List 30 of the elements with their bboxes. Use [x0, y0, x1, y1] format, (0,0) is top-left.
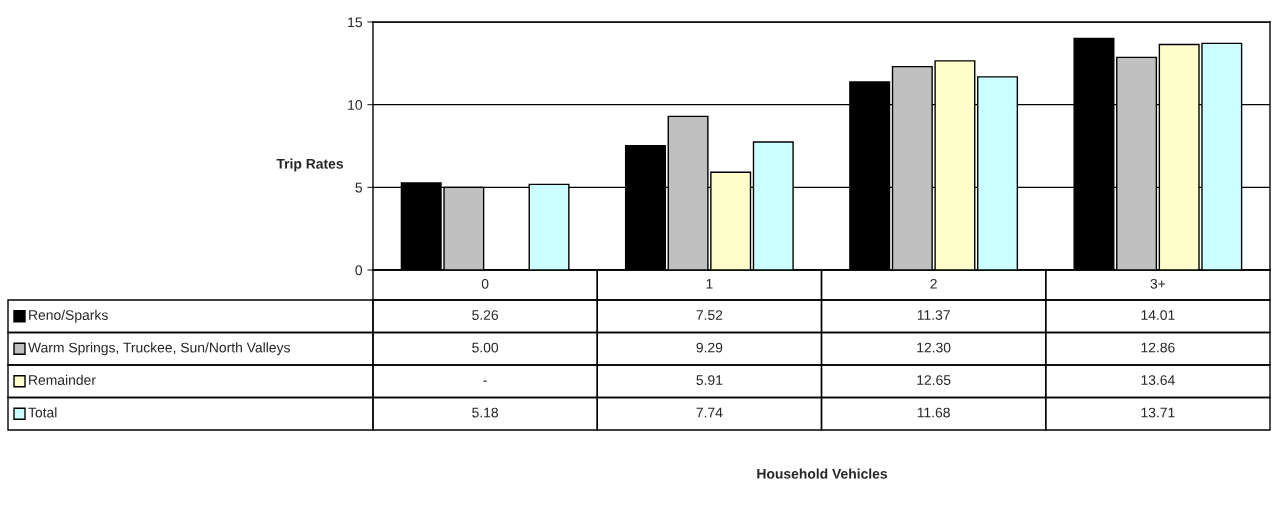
- data-label: 11.37: [917, 310, 950, 320]
- legend-label: Remainder: [29, 374, 96, 385]
- x-tick-label: 0: [481, 278, 489, 289]
- y-tick-label: 0: [355, 265, 363, 276]
- legend-label: Reno/Sparks: [29, 309, 108, 323]
- data-label: 5.91: [696, 375, 723, 385]
- text: Household Vehicles: [757, 468, 888, 479]
- data-label: 13.64: [1141, 375, 1175, 385]
- y-tick-label: 15: [348, 17, 362, 28]
- x-tick-label: 2: [930, 278, 937, 289]
- y-tick-label: 5: [355, 182, 362, 193]
- data-label: 7.74: [696, 407, 723, 418]
- data-label: 5.00: [472, 342, 499, 353]
- legend-label: Warm Springs, Truckee, Sun/North Valleys: [28, 342, 290, 356]
- data-label: 5.26: [472, 310, 499, 320]
- legend-label: Total: [28, 407, 57, 418]
- x-tick-label: 1: [706, 279, 713, 289]
- text: -: [483, 380, 487, 382]
- data-label: 12.86: [1141, 342, 1175, 353]
- data-label: 5.18: [472, 407, 499, 418]
- data-label: 14.01: [1141, 310, 1175, 320]
- data-label: 12.30: [917, 342, 951, 353]
- data-label: 9.29: [696, 342, 723, 353]
- data-label: 7.52: [696, 310, 723, 320]
- y-axis-title: Trip Rates: [276, 158, 344, 172]
- data-label: 13.71: [1141, 407, 1175, 418]
- y-tick-label: 10: [348, 100, 363, 110]
- x-tick-label: 3+: [1150, 278, 1166, 289]
- data-label: 12.65: [917, 375, 951, 385]
- data-label: 11.68: [917, 407, 950, 418]
